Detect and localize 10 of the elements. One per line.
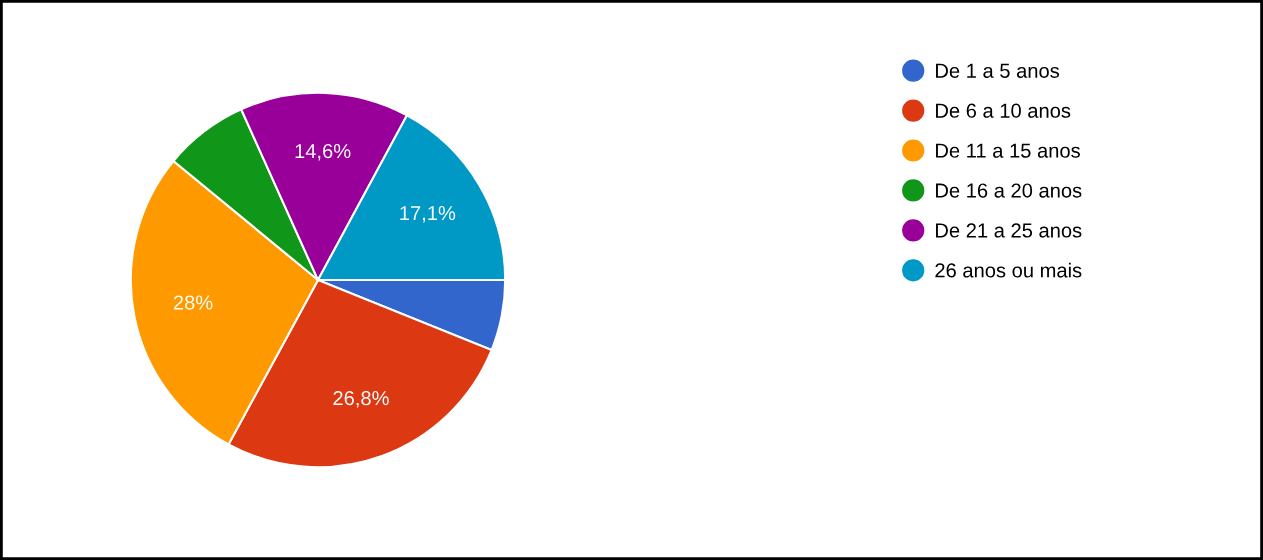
data-label: 17,1% bbox=[400, 206, 456, 223]
legend-label: De 11 a 15 anos bbox=[936, 143, 1080, 158]
data-label: 26,8% bbox=[333, 390, 389, 408]
legend-label: De 16 a 20 anos bbox=[936, 183, 1082, 198]
legend-label: De 6 a 10 anos bbox=[936, 103, 1071, 118]
data-label: 28% bbox=[173, 295, 213, 310]
legend-label: 26 anos ou mais bbox=[935, 262, 1082, 278]
legend-label: De 21 a 25 anos bbox=[936, 223, 1082, 238]
data-label: 14,6% bbox=[295, 143, 351, 161]
legend-label: De 1 a 5 anos bbox=[936, 63, 1060, 78]
